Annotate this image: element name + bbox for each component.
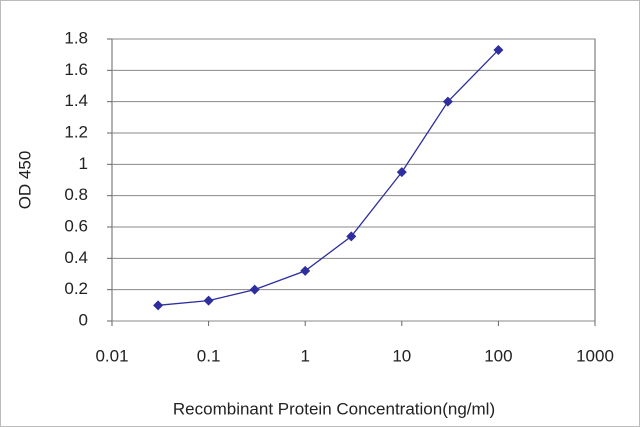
y-tick-label: 0.2 (64, 279, 88, 298)
y-tick-label: 1.4 (64, 91, 88, 110)
x-tick-label: 1 (300, 346, 309, 365)
data-point (346, 231, 357, 242)
data-point (249, 284, 260, 295)
x-tick-label: 100 (484, 346, 512, 365)
data-point (493, 44, 504, 55)
x-tick-label: 0.01 (95, 346, 128, 365)
x-axis-label: Recombinant Protein Concentration(ng/ml) (173, 399, 495, 418)
data-point (300, 265, 311, 276)
y-tick-label: 0.4 (64, 248, 88, 267)
data-point (442, 96, 453, 107)
y-axis-label: OD 450 (15, 151, 34, 210)
y-tick-label: 0.6 (64, 216, 88, 235)
y-tick-label: 0 (79, 310, 88, 329)
y-tick-label: 1.8 (64, 28, 88, 47)
x-tick-label: 0.1 (197, 346, 221, 365)
data-point (396, 167, 407, 178)
data-point (153, 300, 164, 311)
data-point (203, 295, 214, 306)
y-tick-label: 1.6 (64, 60, 88, 79)
y-tick-label: 1 (79, 154, 88, 173)
y-tick-label: 0.8 (64, 185, 88, 204)
y-tick-label: 1.2 (64, 122, 88, 141)
plot-area (111, 38, 596, 322)
x-tick-label: 1000 (576, 346, 614, 365)
data-line (158, 49, 499, 306)
x-tick-label: 10 (392, 346, 411, 365)
